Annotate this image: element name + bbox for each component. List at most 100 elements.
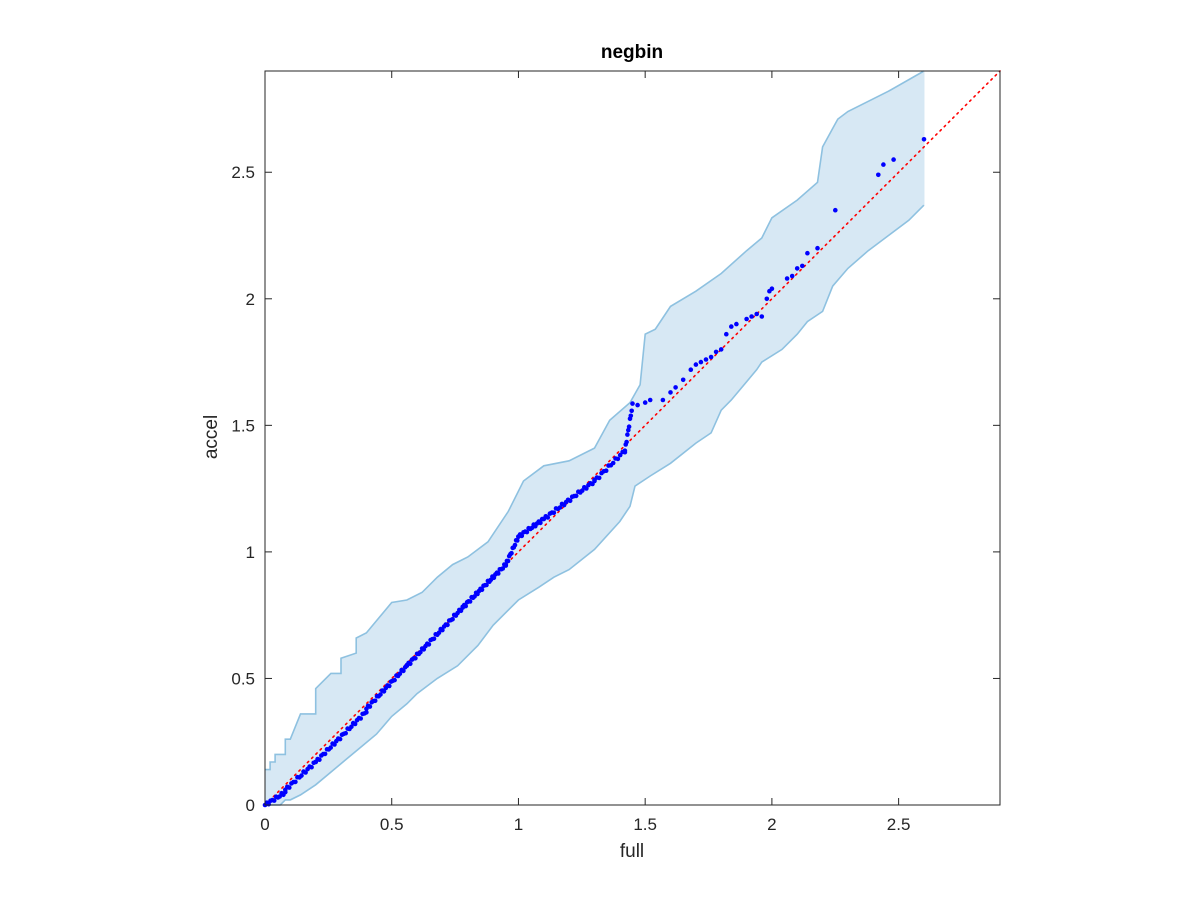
confidence-band-upper-edge [265,70,925,771]
data-point [698,359,704,365]
data-point [505,558,511,564]
data-point [332,742,337,747]
y-tick-label: 1.5 [231,416,255,435]
data-point [496,571,501,576]
y-tick-label: 0.5 [231,669,255,688]
reference-line [264,70,1001,806]
y-tick-label: 2.5 [231,163,255,182]
x-tick-label: 1 [514,815,523,834]
data-point [573,493,579,499]
data-point [642,400,648,405]
data-point [367,704,373,709]
data-point [729,324,734,329]
x-axis-label: full [620,841,644,862]
data-point [584,486,589,491]
data-point [317,757,322,762]
data-point [503,562,509,567]
data-point [426,642,432,647]
y-tick-label: 1 [246,543,255,562]
data-point [392,677,397,683]
data-point [557,505,563,510]
data-point [436,630,442,635]
data-point [759,314,765,319]
x-tick-label: 0.5 [380,815,404,834]
data-point [647,397,653,403]
data-point [484,582,489,588]
data-point [408,661,413,667]
axes-box [264,70,1001,806]
chart-title: negbin [601,42,663,63]
data-point [381,689,387,694]
data-point [754,311,759,317]
data-point [794,266,800,271]
data-point [815,245,820,251]
x-tick-label: 2 [767,815,776,834]
data-point [287,785,292,790]
data-point [703,357,709,362]
data-point [463,603,469,609]
data-point [450,616,455,622]
data-point [891,157,896,162]
data-point [328,745,334,750]
data-point [337,736,343,742]
data-point [349,724,354,730]
y-tick-label: 2 [246,290,255,309]
data-point [724,331,729,337]
data-point [625,432,630,437]
data-point [467,599,473,604]
data-point [673,385,678,390]
data-point [718,347,724,352]
data-point [734,321,739,327]
data-point [769,286,775,292]
data-point [624,439,629,445]
data-point [397,671,403,676]
data-point [615,456,621,462]
data-point [617,452,623,458]
data-point [352,721,358,727]
data-point [800,263,805,269]
x-tick-label: 1.5 [633,815,657,834]
data-point [610,460,616,466]
x-axis-ticks: 0 0.5 1 1.5 2 2.5 [260,71,910,834]
data-point [713,349,719,355]
y-axis-label: accel [201,415,222,459]
data-point [343,730,349,736]
data-point [592,478,597,484]
data-point [309,764,314,770]
data-point [401,668,406,674]
data-point [833,207,838,213]
data-point [538,520,543,526]
data-point [635,402,640,408]
data-point [789,273,795,279]
data-point [630,401,635,406]
data-point [629,408,634,414]
data-point [708,354,714,360]
data-point [299,773,304,778]
y-tick-label: 0 [246,796,255,815]
data-point [387,683,392,689]
confidence-band [265,70,925,806]
data-point [512,542,518,548]
data-point [500,566,506,571]
data-point [921,137,927,142]
data-point [322,751,328,757]
confidence-band-lower-edge [265,204,925,806]
data-point [688,367,694,373]
data-point [418,650,423,655]
data-point [413,656,418,661]
data-point [524,529,530,535]
data-point [626,424,632,430]
data-point [628,413,634,419]
data-point [668,390,673,395]
x-tick-label: 2.5 [887,815,911,834]
data-point [603,468,609,474]
data-point [515,538,520,543]
data-point [545,515,551,520]
data-point [567,498,573,504]
data-point [764,296,770,302]
confidence-band-fill [265,71,924,805]
data-point [744,316,749,322]
data-point [440,627,445,633]
data-point [293,779,298,785]
